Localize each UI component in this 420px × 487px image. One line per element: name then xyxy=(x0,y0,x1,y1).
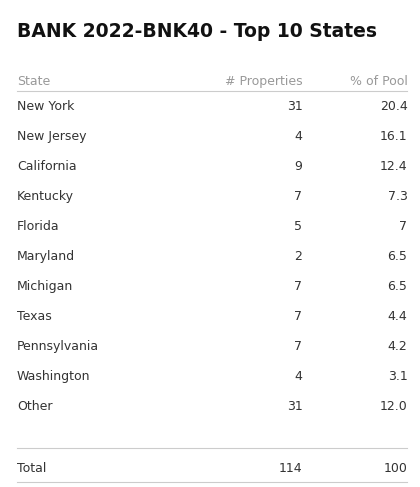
Text: 7: 7 xyxy=(399,220,407,233)
Text: 16.1: 16.1 xyxy=(380,130,407,143)
Text: 20.4: 20.4 xyxy=(380,100,407,113)
Text: # Properties: # Properties xyxy=(225,75,302,88)
Text: 7: 7 xyxy=(294,190,302,203)
Text: Kentucky: Kentucky xyxy=(17,190,74,203)
Text: California: California xyxy=(17,160,76,173)
Text: Maryland: Maryland xyxy=(17,250,75,263)
Text: 31: 31 xyxy=(286,400,302,413)
Text: Washington: Washington xyxy=(17,370,90,383)
Text: State: State xyxy=(17,75,50,88)
Text: BANK 2022-BNK40 - Top 10 States: BANK 2022-BNK40 - Top 10 States xyxy=(17,22,377,41)
Text: 6.5: 6.5 xyxy=(388,250,407,263)
Text: 9: 9 xyxy=(294,160,302,173)
Text: 7.3: 7.3 xyxy=(388,190,407,203)
Text: 7: 7 xyxy=(294,340,302,353)
Text: 114: 114 xyxy=(279,462,302,475)
Text: 4: 4 xyxy=(294,130,302,143)
Text: New Jersey: New Jersey xyxy=(17,130,86,143)
Text: New York: New York xyxy=(17,100,74,113)
Text: 7: 7 xyxy=(294,310,302,323)
Text: Other: Other xyxy=(17,400,52,413)
Text: 4.4: 4.4 xyxy=(388,310,407,323)
Text: 4: 4 xyxy=(294,370,302,383)
Text: Florida: Florida xyxy=(17,220,59,233)
Text: 100: 100 xyxy=(383,462,407,475)
Text: Pennsylvania: Pennsylvania xyxy=(17,340,99,353)
Text: Texas: Texas xyxy=(17,310,52,323)
Text: 3.1: 3.1 xyxy=(388,370,407,383)
Text: 6.5: 6.5 xyxy=(388,280,407,293)
Text: 4.2: 4.2 xyxy=(388,340,407,353)
Text: 2: 2 xyxy=(294,250,302,263)
Text: % of Pool: % of Pool xyxy=(349,75,407,88)
Text: Total: Total xyxy=(17,462,46,475)
Text: 12.0: 12.0 xyxy=(380,400,407,413)
Text: Michigan: Michigan xyxy=(17,280,73,293)
Text: 5: 5 xyxy=(294,220,302,233)
Text: 31: 31 xyxy=(286,100,302,113)
Text: 12.4: 12.4 xyxy=(380,160,407,173)
Text: 7: 7 xyxy=(294,280,302,293)
